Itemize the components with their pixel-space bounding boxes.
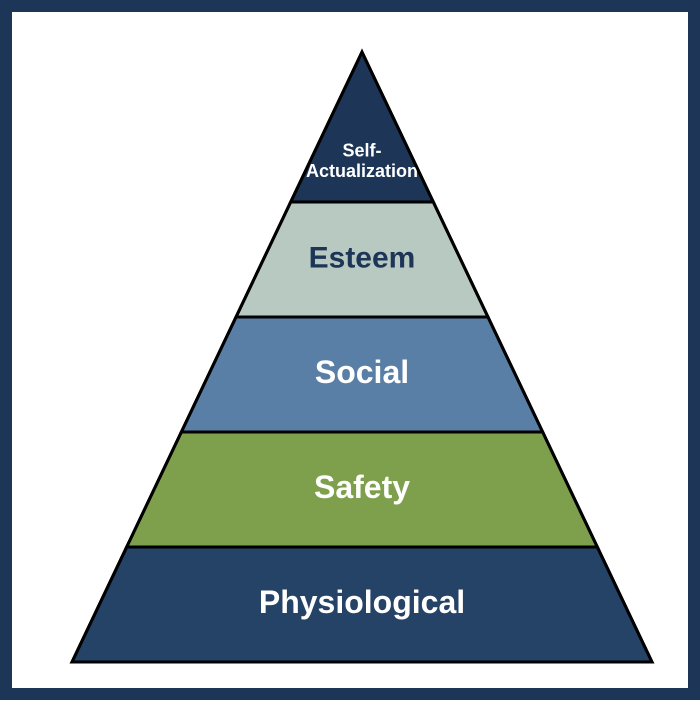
diagram-frame: PhysiologicalSafetySocialEsteemSelf-Actu…	[0, 0, 700, 700]
pyramid-level-label: Social	[315, 354, 409, 390]
pyramid-level-label: Esteem	[309, 241, 416, 274]
pyramid-level-label: Safety	[314, 469, 410, 505]
pyramid-level-label: Physiological	[259, 584, 465, 620]
pyramid-svg: PhysiologicalSafetySocialEsteemSelf-Actu…	[12, 12, 700, 712]
